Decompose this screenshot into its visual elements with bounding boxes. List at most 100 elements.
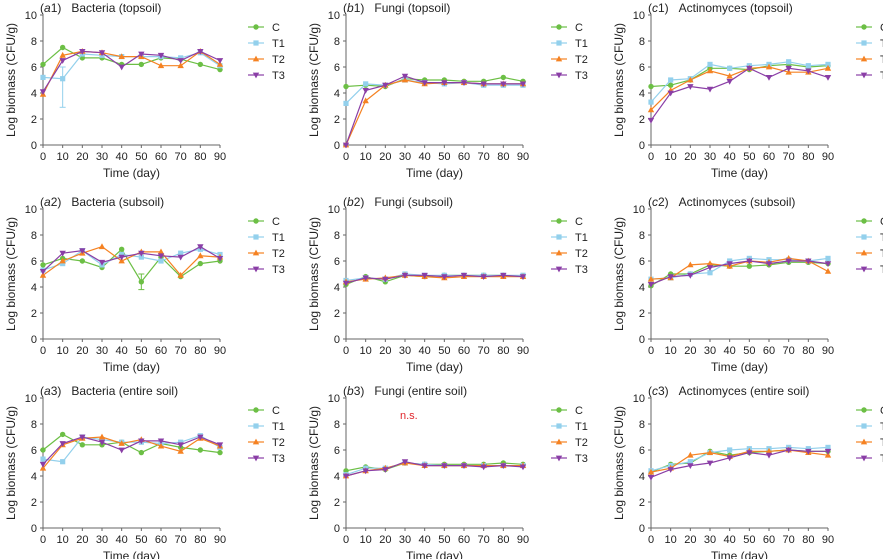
x-tick-label: 40 — [419, 345, 431, 357]
x-tick-label: 50 — [743, 151, 755, 163]
series-line-T2 — [650, 66, 829, 111]
data-point-T2 — [765, 63, 773, 70]
x-tick-label: 10 — [57, 534, 69, 546]
data-point-T2 — [118, 440, 125, 446]
data-point-T3 — [441, 463, 448, 469]
legend-marker-C — [861, 218, 867, 224]
legend-marker-C — [556, 218, 562, 224]
data-point-T3 — [98, 439, 106, 446]
legend-label-C: C — [880, 405, 883, 417]
legend-label-C: C — [575, 22, 583, 34]
data-point-T3 — [519, 81, 527, 88]
y-axis-label: Log biomass (CFU/g) — [4, 23, 18, 137]
series-T2 — [39, 48, 224, 97]
data-point-C — [118, 246, 125, 252]
legend-marker-T3 — [860, 72, 868, 79]
x-tick-label: 50 — [438, 151, 450, 163]
data-point-T3 — [39, 89, 47, 96]
data-point-T3 — [79, 248, 86, 254]
data-point-T2 — [765, 447, 773, 454]
legend-marker-T1 — [253, 423, 259, 429]
data-point-T1 — [825, 61, 831, 67]
data-point-T3 — [480, 81, 487, 88]
data-point-T1 — [668, 77, 674, 83]
legend-marker-T1 — [861, 40, 867, 46]
x-tick-label: 10 — [665, 534, 677, 546]
x-tick-label: 20 — [379, 534, 391, 546]
legend-label-T2: T2 — [880, 54, 883, 66]
data-point-C — [79, 442, 86, 448]
panel-title: (a3) Bacteria (entire soil) — [40, 384, 178, 398]
x-tick-label: 20 — [684, 345, 696, 357]
x-tick-label: 70 — [783, 345, 795, 357]
data-point-T3 — [157, 52, 165, 59]
legend-label-T3: T3 — [272, 264, 285, 276]
series-T2 — [647, 63, 832, 113]
data-point-T3 — [401, 272, 409, 279]
data-point-T2 — [157, 442, 165, 449]
x-tick-label: 90 — [822, 151, 834, 163]
data-point-T3 — [460, 80, 468, 86]
data-point-T3 — [647, 282, 655, 288]
series-T3 — [647, 65, 832, 124]
legend-label-T2: T2 — [880, 437, 883, 449]
data-point-T3 — [39, 269, 47, 275]
x-tick-label: 30 — [399, 345, 411, 357]
y-tick-label: 8 — [31, 36, 37, 48]
y-tick-label: 0 — [31, 334, 37, 346]
y-axis-label: Log biomass (CFU/g) — [612, 23, 626, 137]
series-line-T3 — [42, 436, 221, 465]
y-axis-label: Log biomass (CFU/g) — [4, 217, 18, 331]
x-tick-label: 10 — [665, 345, 677, 357]
data-point-C — [59, 44, 66, 51]
y-tick-label: 4 — [334, 282, 340, 294]
x-tick-label: 30 — [704, 151, 716, 163]
data-point-T1 — [40, 456, 46, 462]
y-tick-label: 10 — [328, 393, 340, 405]
data-point-C — [500, 74, 507, 81]
x-tick-label: 40 — [724, 345, 736, 357]
x-tick-label: 0 — [648, 534, 654, 546]
series-T3 — [647, 447, 832, 481]
legend-marker-T3 — [252, 455, 260, 462]
series-T3 — [342, 459, 527, 480]
data-point-T3 — [824, 261, 832, 267]
x-tick-label: 60 — [763, 345, 775, 357]
data-point-T2 — [157, 62, 165, 69]
y-tick-label: 8 — [334, 36, 340, 48]
x-tick-label: 10 — [360, 345, 372, 357]
x-axis-label: Time (day) — [711, 549, 768, 559]
data-point-T3 — [401, 73, 409, 80]
series-C — [343, 460, 526, 474]
data-point-T3 — [98, 259, 106, 266]
legend-marker-T1 — [556, 423, 562, 429]
x-tick-label: 90 — [517, 345, 529, 357]
data-point-C — [40, 61, 46, 68]
data-point-T3 — [785, 65, 792, 72]
x-tick-label: 50 — [438, 345, 450, 357]
panel-title: (b1) Fungi (topsoil) — [343, 1, 450, 15]
x-tick-label: 0 — [343, 534, 349, 546]
chart-panel-c2: 0 2 4 6 8 10 0 10 20 30 40 50 60 70 80 90 Time (day) Log … — [612, 195, 883, 374]
data-point-T3 — [177, 58, 184, 64]
data-point-T3 — [421, 80, 428, 86]
data-point-T3 — [765, 452, 773, 459]
data-point-T3 — [500, 272, 507, 279]
y-tick-label: 4 — [639, 88, 645, 100]
data-point-T1 — [60, 261, 66, 267]
y-tick-label: 6 — [334, 256, 340, 268]
legend: C T1 T2 T3 — [248, 216, 285, 276]
series-C — [343, 74, 526, 90]
data-point-T1 — [805, 63, 811, 69]
data-point-T3 — [647, 117, 655, 124]
legend-label-C: C — [272, 405, 280, 417]
legend-marker-T3 — [252, 266, 260, 273]
y-tick-label: 6 — [31, 256, 37, 268]
y-tick-label: 8 — [334, 419, 340, 431]
panel-title: (a2) Bacteria (subsoil) — [40, 195, 164, 209]
legend-marker-T3 — [555, 72, 563, 79]
chart-panel-b1: 0 2 4 6 8 10 0 10 20 30 40 50 60 70 80 90 Time (day) Log … — [307, 1, 588, 180]
legend-label-T1: T1 — [880, 38, 883, 50]
legend-label-T1: T1 — [575, 232, 588, 244]
legend-label-T2: T2 — [575, 437, 588, 449]
